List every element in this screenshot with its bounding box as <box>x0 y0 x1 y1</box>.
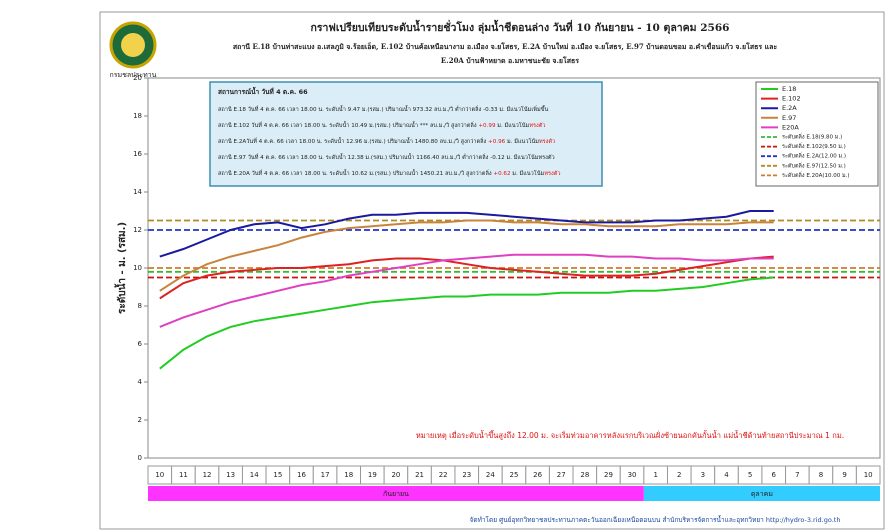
y-tick-label: 0 <box>138 454 142 462</box>
x-tick-label: 13 <box>226 471 235 479</box>
y-tick-label: 12 <box>133 226 142 234</box>
x-tick-label: 21 <box>415 471 424 479</box>
x-tick-label: 6 <box>772 471 777 479</box>
info-text: ม. มีแนวโน้ม <box>496 121 530 129</box>
x-tick-label: 17 <box>321 471 330 479</box>
info-trend: ทรงตัว <box>539 138 555 145</box>
info-text: สถานี E.97 วันที่ 4 ต.ค. 66 เวลา 18.00 น… <box>218 153 489 161</box>
legend-label: ระดับตลิ่ง E.102(9.50 ม.) <box>782 142 846 150</box>
y-tick-label: 16 <box>133 150 142 158</box>
x-tick-label: 16 <box>297 471 306 479</box>
x-tick-label: 26 <box>533 471 542 479</box>
info-box <box>209 81 603 187</box>
x-tick-label: 10 <box>155 471 164 479</box>
y-tick-label: 20 <box>133 74 142 82</box>
info-text: ม. มีแนวโน้ม <box>511 169 545 177</box>
info-text: ม. มีแนวโน้ม <box>498 105 532 113</box>
series-line <box>159 255 774 300</box>
x-tick-label: 25 <box>510 471 519 479</box>
subtitle: สถานี E.18 บ้านท่าสะแบง อ.เสลภูมิ จ.ร้อย… <box>233 41 778 52</box>
x-tick-label: 4 <box>724 471 729 479</box>
month-bar <box>643 486 880 501</box>
legend-label: ระดับตลิ่ง E.2A(12.00 ม.) <box>782 152 846 160</box>
legend-label: ระดับตลิ่ง E.18(9.80 ม.) <box>782 133 842 141</box>
x-tick-label: 3 <box>701 471 705 479</box>
legend-label: E.18 <box>782 85 796 93</box>
x-tick-label: 20 <box>391 471 400 479</box>
logo-text: กรมชลประทาน <box>110 71 157 79</box>
info-line: สถานี E.20A วันที่ 4 ต.ค. 66 เวลา 18.00 … <box>218 169 561 177</box>
x-tick-label: 12 <box>203 471 212 479</box>
x-tick-label: 28 <box>580 471 589 479</box>
y-tick-label: 14 <box>133 188 142 196</box>
series-line <box>159 210 774 258</box>
x-tick-label: 7 <box>795 471 799 479</box>
x-tick-label: 23 <box>462 471 471 479</box>
info-text: สถานี E.20A วันที่ 4 ต.ค. 66 เวลา 18.00 … <box>218 169 492 177</box>
info-trend: ทรงตัว <box>538 154 554 161</box>
info-diff: +0.62 <box>492 171 511 177</box>
y-tick-label: 4 <box>138 378 143 386</box>
info-trend: ทรงตัว <box>529 122 545 129</box>
x-tick-label: 22 <box>439 471 448 479</box>
x-tick-label: 30 <box>628 471 637 479</box>
info-title: สถานการณ์น้ำ วันที่ 4 ต.ค. 66 <box>218 86 308 96</box>
info-trend: เพิ่มขึ้น <box>531 105 548 113</box>
month-label: ตุลาคม <box>751 490 773 498</box>
x-tick-label: 18 <box>344 471 353 479</box>
info-text: ม. มีแนวโน้ม <box>505 153 539 161</box>
y-tick-label: 2 <box>138 416 142 424</box>
legend-label: ระดับตลิ่ง E.20A(10.00 ม.) <box>782 171 850 179</box>
series-line <box>159 253 774 328</box>
legend-label: E20A <box>782 123 799 131</box>
x-tick-label: 27 <box>557 471 566 479</box>
subtitle: E.20A บ้านฟ้าหยาด อ.มหาชนะชัย จ.ยโสธร <box>441 56 579 65</box>
y-tick-label: 10 <box>133 264 142 272</box>
y-tick-label: 8 <box>138 302 142 310</box>
info-diff: -0.33 <box>481 107 498 113</box>
x-tick-label: 2 <box>677 471 681 479</box>
x-tick-label: 9 <box>842 471 846 479</box>
month-bar <box>148 486 644 501</box>
month-label: กันยายน <box>383 490 409 498</box>
legend-label: E.2A <box>782 104 797 112</box>
info-text: สถานี E.18 วันที่ 4 ต.ค. 66 เวลา 18.00 น… <box>218 105 482 113</box>
x-tick-label: 1 <box>653 471 657 479</box>
x-tick-label: 24 <box>486 471 495 479</box>
info-line: สถานี E.102 วันที่ 4 ต.ค. 66 เวลา 18.00 … <box>218 121 546 129</box>
info-text: สถานี E.102 วันที่ 4 ต.ค. 66 เวลา 18.00 … <box>218 121 477 129</box>
x-tick-label: 11 <box>179 471 188 479</box>
info-line: สถานี E.18 วันที่ 4 ต.ค. 66 เวลา 18.00 น… <box>218 105 548 113</box>
x-tick-label: 8 <box>819 471 823 479</box>
legend-label: ระดับตลิ่ง E.97(12.50 ม.) <box>782 161 846 169</box>
series-line <box>159 276 774 370</box>
y-tick-label: 6 <box>138 340 143 348</box>
info-line: สถานี E.97 วันที่ 4 ต.ค. 66 เวลา 18.00 น… <box>218 153 555 161</box>
info-line: สถานี E.2Aวันที่ 4 ต.ค. 66 เวลา 18.00 น.… <box>218 137 555 145</box>
x-tick-label: 10 <box>864 471 873 479</box>
x-tick-label: 5 <box>748 471 752 479</box>
footer: จัดทำโดย ศูนย์อุทกวิทยาชลประทานภาคตะวันอ… <box>470 515 841 524</box>
chart-title: กราฟเปรียบเทียบระดับน้ำรายชั่วโมง ลุ่มน้… <box>311 19 730 35</box>
info-diff: -0.12 <box>488 155 504 161</box>
x-tick-label: 19 <box>368 471 377 479</box>
x-tick-label: 15 <box>273 471 282 479</box>
series-line <box>159 219 774 292</box>
y-axis-label: ระดับน้ำ - ม. (รสม.) <box>114 222 128 314</box>
annotation: หมายเหตุ เมื่อระดับน้ำขึ้นสูงถึง 12.00 ม… <box>416 430 844 440</box>
info-trend: ทรงตัว <box>544 170 560 177</box>
x-tick-label: 14 <box>250 471 259 479</box>
info-text: ม. มีแนวโน้ม <box>505 137 539 145</box>
y-tick-label: 18 <box>133 112 142 120</box>
day-cell <box>855 465 881 485</box>
logo-center <box>121 33 145 57</box>
legend-label: E.97 <box>782 114 796 122</box>
x-tick-label: 29 <box>604 471 613 479</box>
legend-label: E.102 <box>782 95 801 103</box>
info-diff: +0.99 <box>477 123 496 129</box>
info-text: สถานี E.2Aวันที่ 4 ต.ค. 66 เวลา 18.00 น.… <box>218 137 487 145</box>
info-diff: +0.96 <box>486 139 505 145</box>
